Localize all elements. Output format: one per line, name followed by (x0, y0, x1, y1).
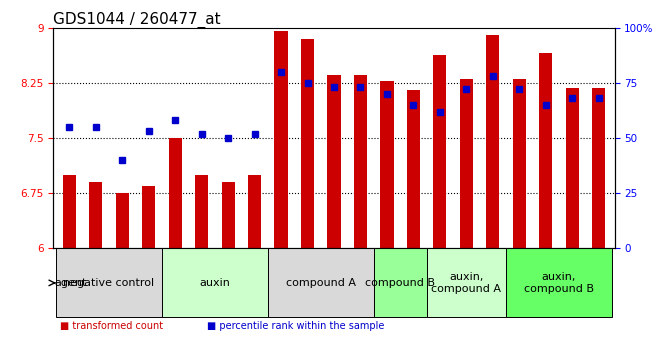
Text: agent: agent (54, 278, 86, 288)
Text: auxin,
compound B: auxin, compound B (524, 272, 594, 294)
Bar (407, 90, 420, 248)
Bar (248, 175, 261, 248)
Bar (116, 193, 129, 248)
Text: compound B: compound B (365, 278, 435, 288)
Text: ■ percentile rank within the sample: ■ percentile rank within the sample (207, 321, 385, 331)
Text: GDS1044 / 260477_at: GDS1044 / 260477_at (53, 11, 221, 28)
Bar (327, 76, 341, 248)
Bar (168, 138, 182, 248)
Bar (275, 31, 288, 248)
Bar (380, 81, 393, 248)
Text: negative control: negative control (63, 278, 154, 288)
FancyBboxPatch shape (56, 248, 162, 317)
Bar (63, 175, 76, 248)
Text: auxin,
compound A: auxin, compound A (432, 272, 502, 294)
Bar (460, 79, 473, 248)
Bar (301, 39, 314, 248)
Bar (486, 35, 500, 248)
FancyBboxPatch shape (268, 248, 373, 317)
Bar (592, 88, 605, 248)
Bar (142, 186, 156, 248)
FancyBboxPatch shape (427, 248, 506, 317)
Bar (222, 182, 234, 248)
FancyBboxPatch shape (506, 248, 612, 317)
Text: ■ transformed count: ■ transformed count (60, 321, 163, 331)
Bar (89, 182, 102, 248)
Bar (434, 55, 446, 248)
Bar (512, 79, 526, 248)
Bar (539, 53, 552, 248)
FancyBboxPatch shape (373, 248, 427, 317)
Bar (354, 76, 367, 248)
Bar (195, 175, 208, 248)
Text: compound A: compound A (286, 278, 356, 288)
FancyBboxPatch shape (162, 248, 268, 317)
Bar (566, 88, 579, 248)
Text: auxin: auxin (200, 278, 230, 288)
